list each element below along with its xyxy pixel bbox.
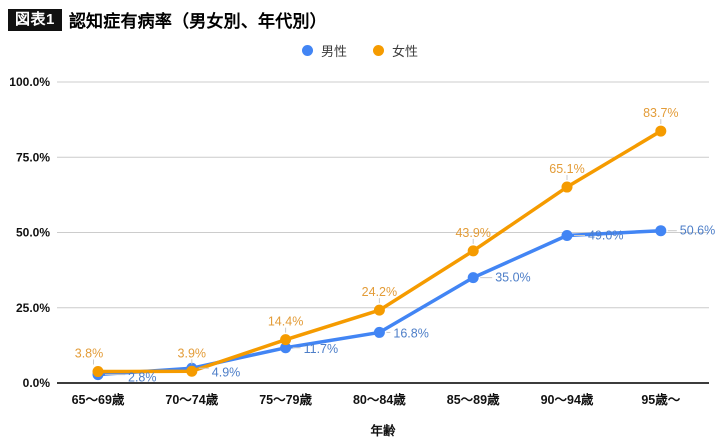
male-series-dot-icon (301, 45, 313, 56)
data-point (655, 225, 667, 237)
male-value-label: 4.9% (212, 365, 241, 379)
female-value-label: 3.8% (75, 347, 104, 361)
y-tick-label: 50.0% (16, 226, 50, 240)
x-tick-label: 90～94歳 (541, 392, 594, 407)
figure-badge: 図表1 (8, 8, 62, 31)
x-tick-label: 75～79歳 (259, 392, 312, 407)
data-point (280, 342, 292, 354)
data-point (561, 230, 573, 242)
x-axis-title: 年齢 (370, 424, 396, 438)
y-tick-label: 75.0% (16, 150, 50, 164)
female-value-label: 14.4% (268, 315, 303, 329)
chart-header: 図表1 認知症有病率（男女別、年代別） (8, 7, 327, 32)
y-tick-label: 0.0% (23, 376, 51, 390)
y-tick-label: 25.0% (16, 301, 50, 315)
female-value-label: 83.7% (643, 106, 678, 120)
legend-label-female: 女性 (392, 44, 419, 59)
data-point (373, 326, 385, 338)
male-value-label: 35.0% (495, 271, 530, 285)
x-tick-label: 65～69歳 (72, 392, 125, 407)
male-value-label: 11.7% (304, 342, 339, 356)
male-value-label: 50.6% (680, 224, 715, 238)
legend-label-male: 男性 (320, 44, 347, 59)
x-tick-label: 80～84歳 (353, 392, 406, 407)
male-value-label: 16.8% (393, 326, 428, 340)
male-value-label: 2.8% (128, 371, 157, 385)
data-point (92, 366, 104, 378)
legend-item-female: 女性 (373, 41, 418, 60)
y-tick-label: 100.0% (9, 75, 50, 89)
page-title: 認知症有病率（男女別、年代別） (68, 12, 327, 31)
x-tick-label: 95歳～ (641, 392, 680, 407)
chart-legend: 男性 女性 (0, 41, 720, 60)
data-point (280, 334, 292, 346)
female-value-label: 65.1% (549, 162, 584, 176)
x-tick-label: 70～74歳 (165, 392, 218, 407)
legend-item-male: 男性 (301, 41, 347, 60)
female-value-label: 43.9% (455, 226, 490, 240)
female-value-label: 3.9% (178, 346, 207, 360)
data-point (655, 125, 667, 137)
data-point (373, 304, 385, 316)
female-series-dot-icon (373, 45, 384, 56)
data-point (186, 365, 198, 377)
x-tick-label: 85～89歳 (447, 392, 500, 407)
male-value-label: 49.0% (588, 229, 623, 243)
data-point (467, 245, 479, 257)
data-point (467, 272, 479, 284)
data-point (561, 181, 573, 193)
female-value-label: 24.2% (362, 285, 397, 299)
